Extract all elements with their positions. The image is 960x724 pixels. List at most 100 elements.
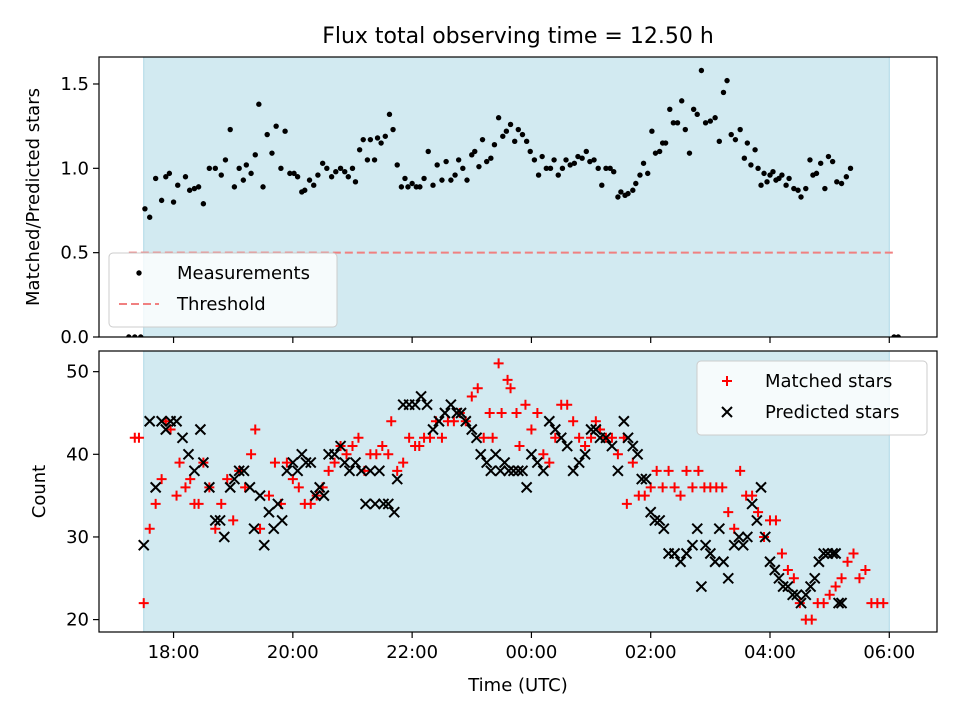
predicted-star-point: [769, 564, 781, 576]
measurement-point: [488, 155, 494, 161]
predicted-star-point: [817, 547, 830, 560]
predicted-star-point: [388, 506, 400, 518]
measurement-point: [891, 334, 897, 337]
predicted-star-point: [364, 465, 377, 477]
measurement-point: [333, 168, 339, 175]
measurement-point: [583, 148, 589, 155]
measurement-point: [256, 101, 262, 107]
matched-star-point: [580, 441, 591, 452]
measurement-point: [737, 126, 743, 133]
measurement-point: [607, 165, 613, 172]
panel-counts: 20 30 40 50 18:00 20:00 22:00 00:00 02:00 04:00 06…: [29, 350, 938, 663]
legend-label: Matched stars: [765, 371, 892, 392]
matched-star-point: [138, 598, 149, 609]
measurement-point: [656, 148, 663, 155]
matched-star-point: [753, 507, 764, 518]
measurement-point: [337, 165, 344, 172]
predicted-star-point: [746, 498, 758, 510]
measurement-point: [195, 184, 202, 190]
measurement-point: [483, 158, 490, 165]
measurement-point: [670, 120, 677, 126]
predicted-star-point: [649, 514, 661, 527]
matched-star-point: [193, 498, 204, 509]
measurement-point: [243, 162, 250, 168]
predicted-star-point: [713, 522, 726, 535]
measurement-point: [378, 140, 384, 146]
predicted-star-point: [680, 547, 693, 560]
measurement-point: [807, 157, 813, 163]
measurement-point: [163, 174, 169, 180]
predicted-star-point: [674, 556, 687, 568]
predicted-star-point: [287, 456, 299, 469]
measurement-point: [282, 128, 288, 134]
x-tick-label: 20:00: [267, 642, 319, 663]
matched-star-point: [723, 507, 734, 518]
predicted-star-point: [254, 489, 266, 502]
matched-star-point: [323, 465, 334, 476]
measurement-point: [645, 170, 651, 177]
predicted-star-point: [182, 448, 195, 461]
measurement-point: [260, 184, 266, 190]
predicted-star-point: [764, 556, 776, 568]
matched-star-point: [830, 581, 841, 592]
matched-star-point: [621, 498, 632, 509]
predicted-star-point: [470, 432, 483, 444]
predicted-star-point: [359, 498, 372, 510]
predicted-star-point: [573, 456, 585, 469]
matched-star-point: [448, 416, 459, 427]
predicted-star-point: [149, 481, 162, 494]
matched-star-point: [562, 399, 573, 410]
matched-star-point: [222, 474, 233, 485]
measurement-point: [712, 115, 718, 121]
measurement-point: [294, 174, 301, 180]
predicted-star-point: [800, 589, 812, 601]
predicted-star-point: [555, 432, 567, 444]
predicted-star-point: [795, 597, 807, 609]
measurement-point: [345, 174, 352, 180]
measurement-point: [360, 136, 366, 143]
matched-star-point: [425, 432, 436, 443]
measurement-point: [248, 170, 254, 177]
measurement-point: [503, 128, 510, 134]
predicted-star-point: [155, 415, 168, 427]
predicted-star-point: [176, 432, 189, 444]
measurement-point: [838, 180, 845, 187]
predicted-star-point: [445, 399, 457, 411]
measurement-point: [315, 172, 321, 178]
predicted-star-point: [543, 415, 556, 427]
measurement-point: [476, 163, 482, 170]
matched-star-point: [505, 383, 516, 394]
measurement-point: [825, 153, 832, 160]
measurement-point: [491, 142, 498, 148]
predicted-star-point: [777, 580, 789, 593]
measurement-point: [158, 197, 165, 204]
measurement-point: [460, 165, 466, 172]
matched-star-point: [848, 548, 859, 559]
measurement-point: [328, 174, 335, 180]
measurement-point: [386, 111, 393, 118]
matched-star-point: [651, 465, 662, 476]
measurement-point: [278, 165, 284, 172]
measurement-point: [618, 189, 624, 195]
measurement-point: [555, 172, 561, 178]
predicted-star-point: [612, 465, 624, 477]
predicted-star-point: [804, 580, 817, 593]
predicted-star-point: [622, 432, 634, 444]
measurement-point: [786, 175, 792, 182]
predicted-star-point: [343, 465, 356, 477]
predicted-star-point: [318, 489, 330, 502]
predicted-star-point: [197, 456, 210, 469]
predicted-star-point: [209, 514, 222, 527]
predicted-star-point: [451, 407, 463, 419]
axes-frame: [98, 56, 938, 338]
predicted-star-point: [421, 399, 433, 411]
measurement-point: [686, 150, 693, 156]
matched-star-point: [353, 432, 364, 443]
predicted-star-point: [567, 465, 579, 477]
predicted-star-point: [668, 547, 681, 560]
matched-star-point: [269, 457, 280, 468]
matched-star-point: [612, 449, 623, 460]
measurement-point: [182, 174, 189, 180]
